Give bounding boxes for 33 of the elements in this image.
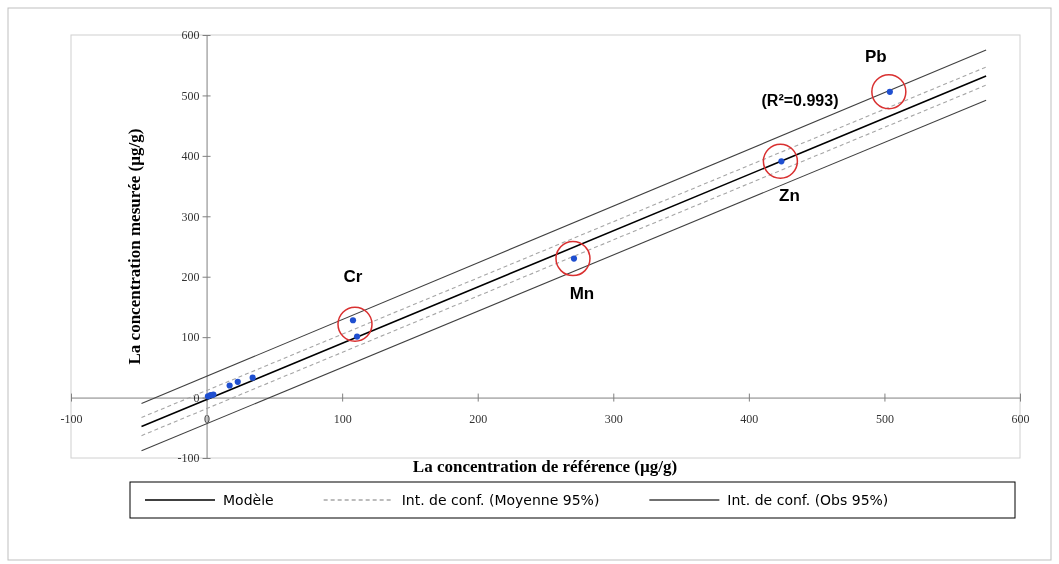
legend-label: Modèle (223, 492, 274, 508)
x-tick-label: 300 (604, 411, 623, 426)
legend-label: Int. de conf. (Moyenne 95%) (401, 492, 600, 508)
annotation: Mn (569, 283, 595, 303)
x-tick-label: 600 (1011, 411, 1030, 426)
legend-label: Int. de conf. (Obs 95%) (727, 492, 889, 508)
y-tick-label: 300 (181, 209, 200, 224)
x-axis-title: La concentration de référence (µg/g) (412, 457, 678, 476)
y-tick-label: 100 (181, 330, 200, 345)
y-tick-label: -100 (177, 451, 200, 466)
x-tick-label: 400 (740, 411, 759, 426)
annotation: Zn (779, 186, 800, 206)
point (886, 88, 893, 95)
x-tick-label: 200 (469, 411, 488, 426)
y-tick-label: 600 (181, 28, 200, 43)
point (349, 317, 357, 324)
y-axis-title: La concentration mesurée (µg/g) (125, 128, 144, 365)
x-tick-label: 0 (204, 411, 211, 426)
x-tick-label: 100 (333, 411, 352, 426)
point (234, 378, 241, 385)
annotation: Cr (343, 267, 363, 287)
point (249, 374, 256, 381)
annotation: Pb (864, 46, 887, 66)
x-tick-label: -100 (60, 411, 83, 426)
point (353, 333, 361, 340)
y-tick-label: 200 (181, 270, 200, 285)
point (778, 158, 785, 165)
point (570, 255, 578, 262)
y-tick-label: 400 (181, 149, 200, 164)
x-tick-label: 500 (875, 411, 894, 426)
point (226, 382, 233, 389)
annotation: (R²=0.993) (761, 92, 839, 109)
y-tick-label: 500 (181, 88, 200, 103)
